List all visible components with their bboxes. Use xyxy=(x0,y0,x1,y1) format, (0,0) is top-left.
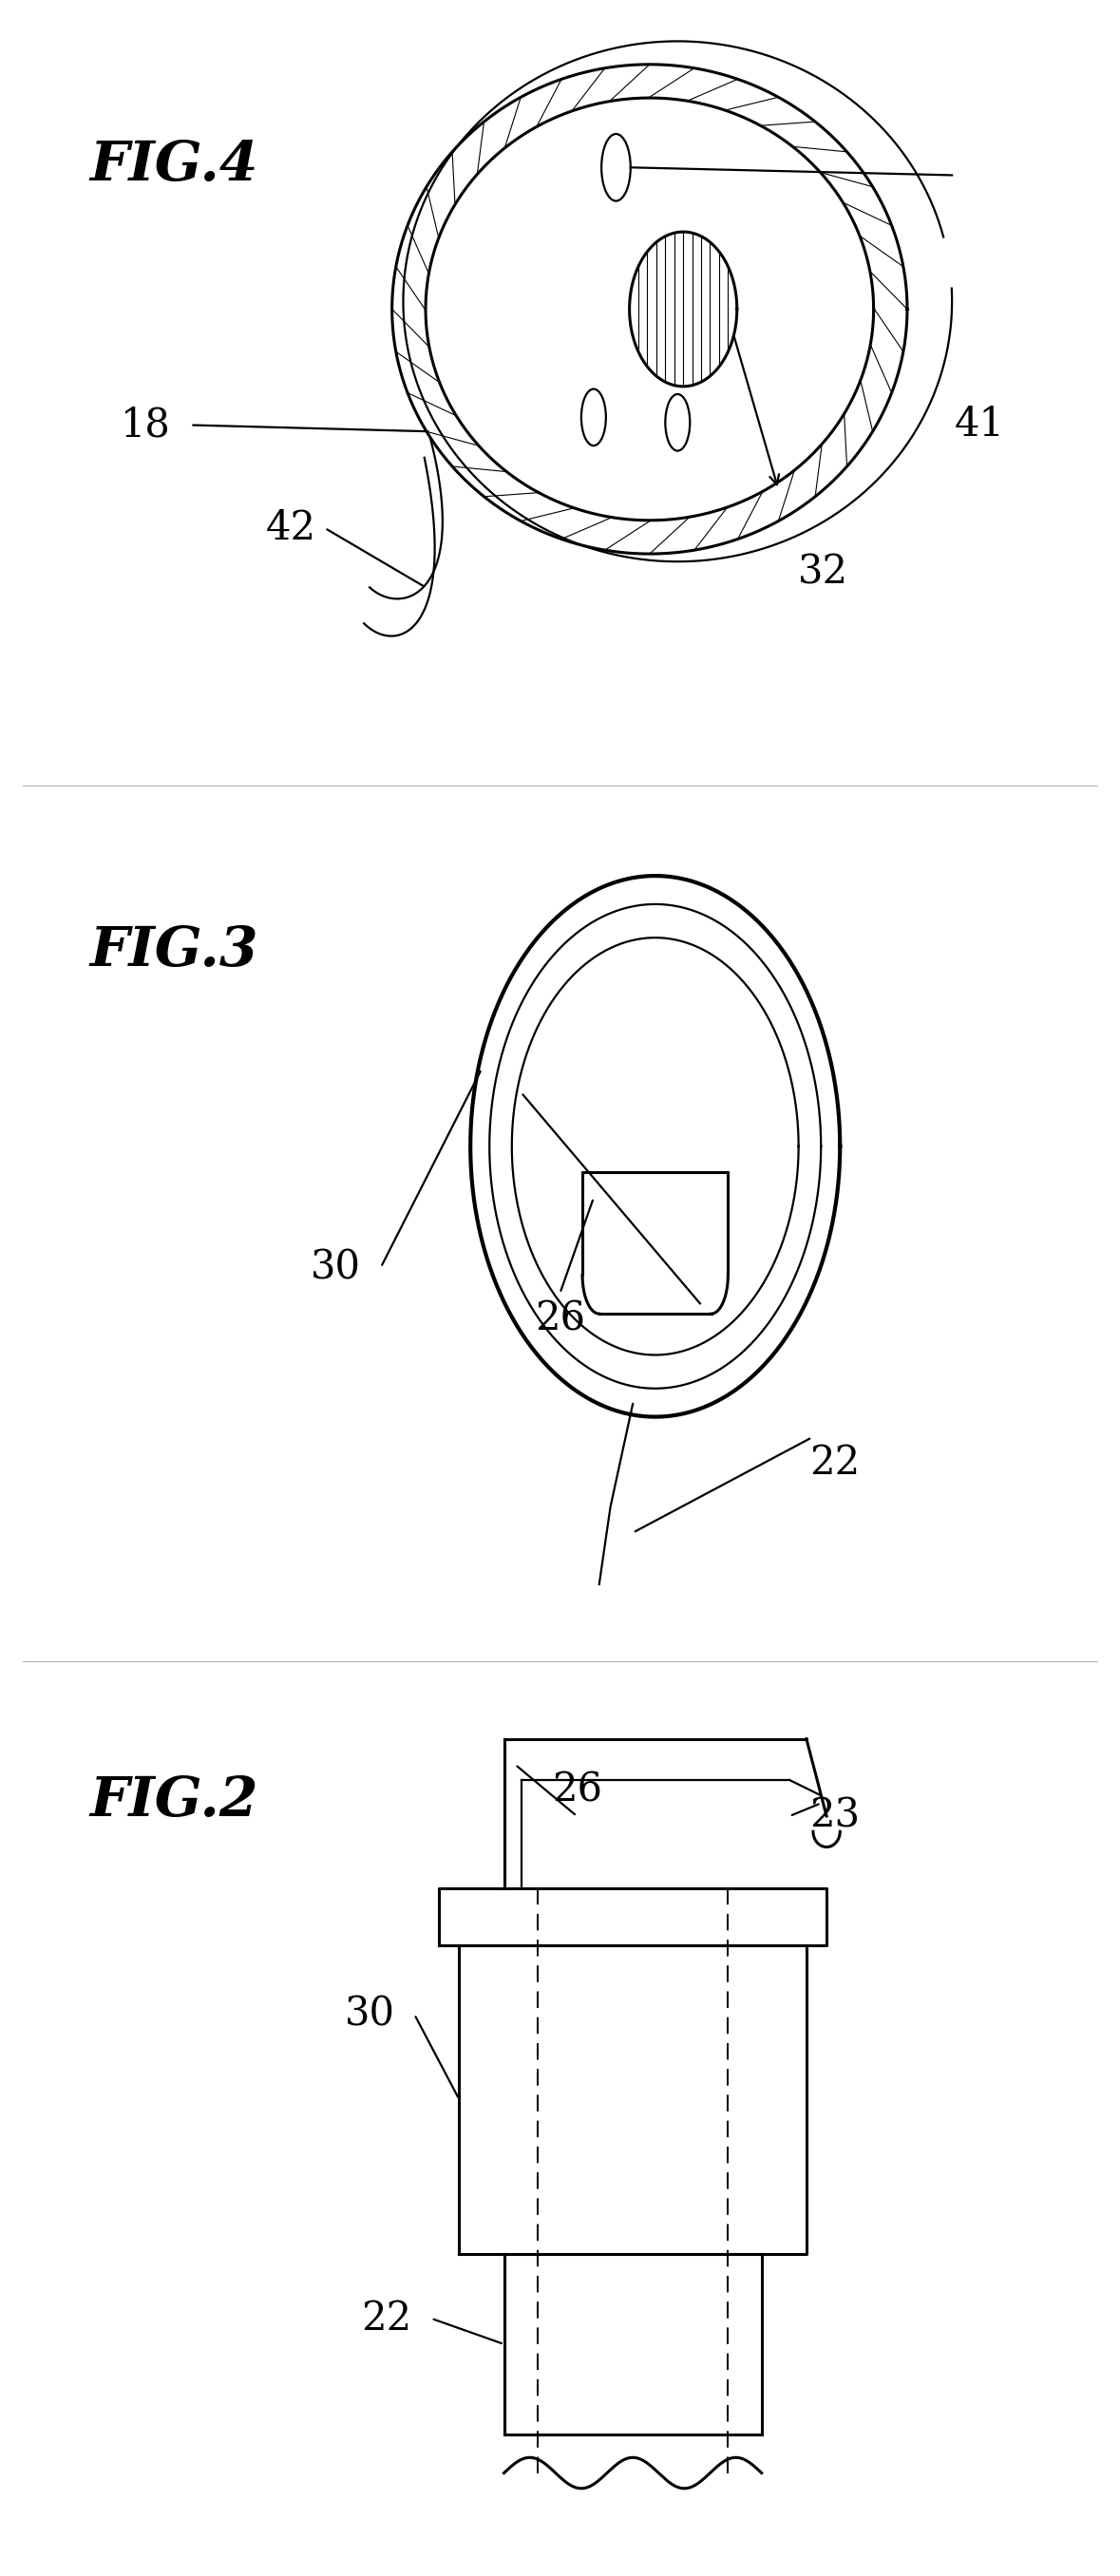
Text: 18: 18 xyxy=(121,404,170,446)
Text: 26: 26 xyxy=(552,1770,601,1811)
Text: FIG.2: FIG.2 xyxy=(90,1775,259,1829)
Text: 32: 32 xyxy=(797,551,849,592)
Text: 26: 26 xyxy=(535,1298,585,1340)
Text: 42: 42 xyxy=(265,507,317,549)
Text: FIG.4: FIG.4 xyxy=(90,139,259,193)
Text: 23: 23 xyxy=(809,1795,860,1837)
Text: FIG.3: FIG.3 xyxy=(90,925,259,979)
Text: 41: 41 xyxy=(955,404,1005,446)
Text: 22: 22 xyxy=(809,1443,860,1484)
Text: 22: 22 xyxy=(361,2298,412,2339)
Text: 30: 30 xyxy=(311,1247,361,1288)
Text: 30: 30 xyxy=(345,1994,394,2035)
